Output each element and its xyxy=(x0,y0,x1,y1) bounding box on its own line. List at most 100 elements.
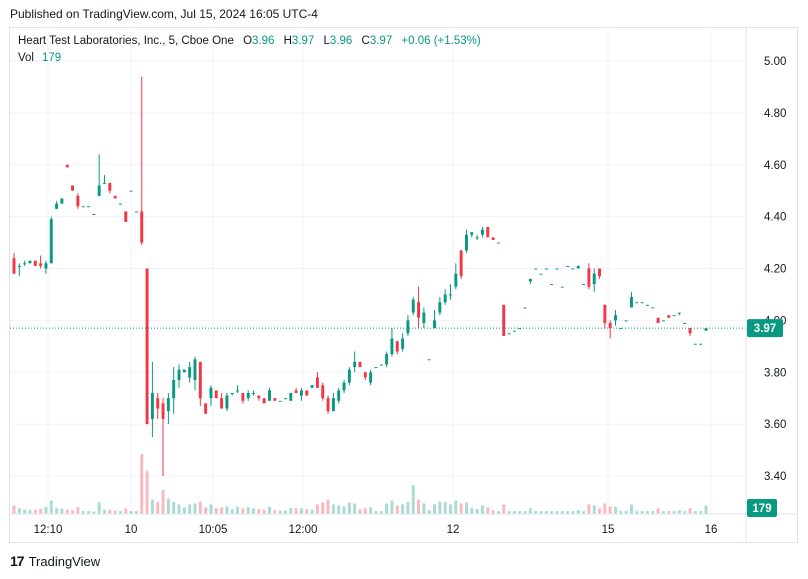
candle-body xyxy=(326,398,330,412)
candlesticks xyxy=(12,76,708,476)
candle-body xyxy=(438,302,442,313)
volume-bar xyxy=(310,509,314,514)
candle-body xyxy=(188,367,192,378)
volume-bar xyxy=(433,504,436,514)
volume-bar xyxy=(76,506,80,514)
candle-body xyxy=(661,320,665,322)
volume-bar xyxy=(273,510,277,514)
volume-bar xyxy=(87,511,90,514)
volume-bar xyxy=(294,508,298,514)
volume-bar xyxy=(39,508,43,514)
candle-body xyxy=(76,195,80,207)
volume-bar xyxy=(49,500,53,514)
volume-bar xyxy=(145,470,149,514)
price-badges: 3.97 179 xyxy=(747,319,783,517)
volume-bar xyxy=(645,511,649,514)
candle-body xyxy=(177,369,181,381)
volume-bar xyxy=(209,504,213,514)
close-label: C xyxy=(361,35,370,47)
candle-body xyxy=(230,393,234,394)
volume-bar xyxy=(326,499,330,514)
candle-body xyxy=(113,195,117,199)
volume-bar xyxy=(55,508,59,514)
candle-body xyxy=(496,242,500,244)
candle-body xyxy=(369,372,373,383)
volume-bar xyxy=(539,511,543,514)
candle-body xyxy=(49,219,53,264)
candle-body xyxy=(156,398,160,409)
volume-bar xyxy=(512,511,516,514)
candle-body xyxy=(299,390,303,396)
volume-bar xyxy=(401,504,405,514)
candle-body xyxy=(470,232,474,235)
candle-body xyxy=(305,390,309,396)
y-tick-label: 4.60 xyxy=(764,160,786,172)
candle-body xyxy=(257,395,261,399)
volume-legend: Vol 179 xyxy=(18,52,61,64)
tradingview-footer[interactable]: 17 TradingView xyxy=(10,553,100,569)
volume-bar xyxy=(608,506,612,514)
volume-bar xyxy=(60,508,64,514)
candle-body xyxy=(502,304,506,336)
candle-body xyxy=(342,382,346,391)
x-tick-label: 12:10 xyxy=(34,524,63,536)
volume-bar xyxy=(528,508,532,514)
volume-bar xyxy=(454,500,458,514)
volume-bar xyxy=(635,511,639,514)
volume-bar xyxy=(369,507,373,514)
candle-body xyxy=(44,263,48,269)
candle-body xyxy=(528,278,532,282)
volume-bar xyxy=(108,510,112,514)
candle-body xyxy=(39,263,43,266)
candle-body xyxy=(518,328,522,330)
volume-bar xyxy=(262,509,266,514)
volume-bar xyxy=(28,510,32,514)
volume-bar xyxy=(699,511,703,514)
candle-body xyxy=(182,369,186,373)
candle-body xyxy=(619,328,623,330)
candle-body xyxy=(97,185,101,196)
volume-bar xyxy=(17,508,21,514)
volume-bar xyxy=(603,503,607,514)
volume-bar xyxy=(672,511,676,514)
candle-body xyxy=(688,328,692,334)
symbol-legend: Heart Test Laboratories, Inc., 5, Cboe O… xyxy=(18,35,481,47)
volume-bar xyxy=(246,507,250,514)
x-tick-label: 12:00 xyxy=(289,524,318,536)
volume-bar xyxy=(411,485,415,514)
volume-bar xyxy=(427,510,431,514)
volume-bar xyxy=(385,503,389,514)
candle-body xyxy=(459,250,463,277)
candle-body xyxy=(60,198,64,204)
volume-bar xyxy=(113,510,117,514)
volume-bar xyxy=(438,501,442,514)
volume-bar xyxy=(129,511,133,514)
candle-body xyxy=(134,211,138,213)
volume-bar xyxy=(252,508,256,514)
candle-body xyxy=(550,284,554,286)
candle-body xyxy=(252,393,256,394)
candle-body xyxy=(544,268,548,270)
volume-bar xyxy=(172,502,176,514)
last-price-badge-label: 3.97 xyxy=(754,323,776,335)
volume-bar xyxy=(23,509,27,514)
candle-body xyxy=(315,377,319,388)
volume-bar xyxy=(651,511,655,514)
grid-lines xyxy=(10,28,746,514)
volume-bar xyxy=(422,503,426,514)
candle-body xyxy=(358,361,362,368)
candle-body xyxy=(566,265,570,267)
volume-bar xyxy=(337,505,341,514)
last-volume-badge-label: 179 xyxy=(752,503,771,515)
volume-bar xyxy=(566,511,570,514)
volume-bar xyxy=(661,511,665,514)
volume-bar xyxy=(491,510,495,514)
volume-bar xyxy=(518,511,522,514)
candle-body xyxy=(475,237,479,239)
candle-body xyxy=(699,343,703,345)
candle-body xyxy=(118,203,122,205)
candle-body xyxy=(571,268,575,270)
y-tick-label: 4.40 xyxy=(764,212,786,224)
volume-bar xyxy=(358,509,362,514)
